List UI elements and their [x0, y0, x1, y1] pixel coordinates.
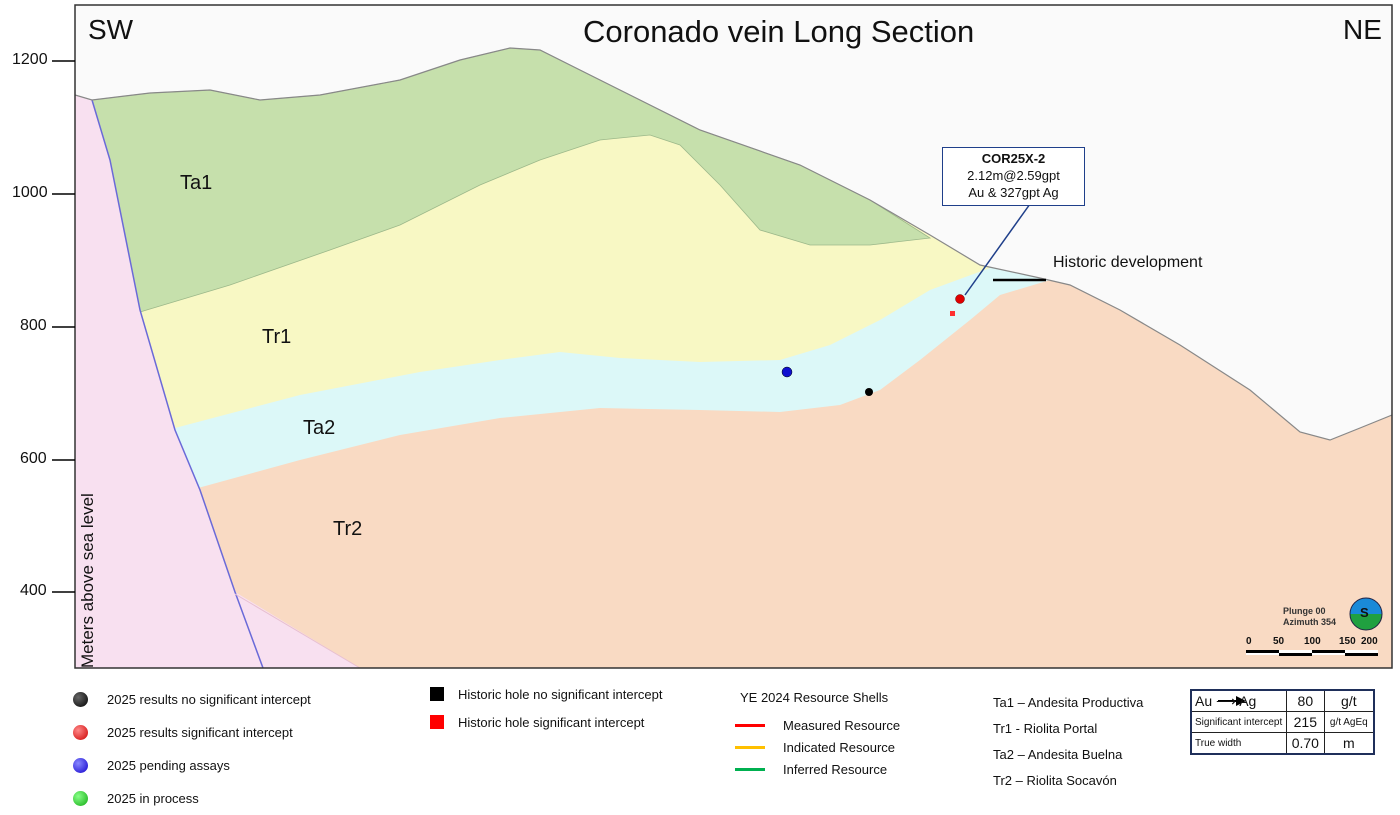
- fault-line: [91, 99, 264, 668]
- y-axis-ticks: [52, 60, 75, 593]
- scale-label: 50: [1273, 636, 1285, 647]
- legend-item: Historic hole no significant intercept: [430, 680, 663, 708]
- cell-label: Au ⟶ Ag: [1195, 692, 1257, 709]
- lithology-item: Ta1 – Andesita Productiva: [993, 695, 1144, 710]
- cell-label: Significant intercept: [1190, 711, 1287, 733]
- lithology-item: Tr1 - Riolita Portal: [993, 721, 1098, 736]
- unit-label-tr2: Tr2: [333, 518, 363, 540]
- red-square-icon: [430, 715, 444, 729]
- historic-development-label: Historic development: [1053, 254, 1203, 271]
- legend-item: 2025 pending assays: [73, 749, 311, 782]
- y-tick: 800: [20, 317, 47, 334]
- legend-label: 2025 pending assays: [107, 758, 230, 773]
- y-axis-label: Meters above sea level: [78, 493, 97, 668]
- scale-label: 100: [1304, 636, 1321, 647]
- cell-value: 0.70: [1286, 732, 1325, 755]
- table-row: True width 0.70 m: [1190, 732, 1375, 755]
- y-tick: 1200: [12, 51, 48, 68]
- legend-item: 2025 results significant intercept: [73, 716, 311, 749]
- callout-line1: 2.12m@2.59gpt: [967, 168, 1060, 183]
- y-tick: 400: [20, 582, 47, 599]
- resource-title: YE 2024 Resource Shells: [740, 690, 889, 705]
- au-ag-label: Au ⟶ Ag: [1190, 689, 1287, 712]
- cell-unit: m: [1323, 732, 1375, 755]
- legend-item: 2025 in process: [73, 782, 311, 815]
- red-sphere-icon: [73, 725, 88, 740]
- hole-no-intercept-marker[interactable]: [865, 388, 873, 396]
- legend-label: 2025 in process: [107, 791, 199, 806]
- page-title: Coronado vein Long Section: [583, 14, 975, 49]
- legend-item: Historic hole significant intercept: [430, 708, 663, 736]
- direction-ne: NE: [1343, 14, 1382, 45]
- legend-holes: 2025 results no significant intercept 20…: [73, 683, 311, 815]
- legend-label: 2025 results no significant intercept: [107, 692, 311, 707]
- black-sphere-icon: [73, 692, 88, 707]
- legend-label: Indicated Resource: [783, 739, 896, 755]
- hole-pending-marker[interactable]: [781, 366, 793, 378]
- callout-leader: [964, 203, 1031, 296]
- lithology-item: Tr2 – Riolita Socavón: [993, 773, 1117, 788]
- compass-icon: [1349, 597, 1383, 631]
- scale-label: 0: [1246, 636, 1252, 647]
- legend-resource: Measured Resource Indicated Resource Inf…: [735, 714, 900, 780]
- table-row: Significant intercept 215 g/t AgEq: [1190, 711, 1375, 733]
- topography-line: [75, 47, 1392, 441]
- legend-label: Historic hole no significant intercept: [458, 686, 663, 702]
- legend-item: Measured Resource: [735, 714, 900, 736]
- green-line-icon: [735, 767, 765, 771]
- green-sphere-icon: [73, 791, 88, 806]
- legend-historic: Historic hole no significant intercept H…: [430, 680, 663, 736]
- scale-label: 200: [1361, 636, 1378, 647]
- legend-item: Indicated Resource: [735, 736, 900, 758]
- orientation-text: Plunge 00 Azimuth 354: [1283, 606, 1336, 628]
- cell-label: True width: [1190, 732, 1287, 755]
- unit-label-ta1: Ta1: [180, 172, 213, 194]
- legend-lithology: Ta1 – Andesita Productiva Tr1 - Riolita …: [993, 690, 1143, 794]
- plunge-label: Plunge 00: [1283, 606, 1326, 616]
- orange-line-icon: [735, 745, 765, 749]
- callout-line2: Au & 327gpt Ag: [968, 185, 1059, 200]
- legend-label: Historic hole significant intercept: [458, 714, 645, 730]
- legend-label: Inferred Resource: [783, 761, 888, 777]
- cell-value: 215: [1286, 711, 1325, 733]
- legend-label: 2025 results significant intercept: [107, 725, 293, 740]
- callout-box: COR25X-2 2.12m@2.59gpt Au & 327gpt Ag: [942, 147, 1085, 206]
- unit-label-tr1: Tr1: [262, 326, 292, 348]
- legend-item: Inferred Resource: [735, 758, 900, 780]
- unit-label-ta2: Ta2: [303, 417, 336, 439]
- red-line-icon: [735, 723, 765, 727]
- hole-significant-marker[interactable]: [955, 294, 965, 304]
- legend-label: Measured Resource: [783, 717, 901, 733]
- y-tick: 1000: [12, 184, 48, 201]
- callout-hole-id: COR25X-2: [981, 151, 1046, 166]
- lithology-item: Ta2 – Andesita Buelna: [993, 747, 1123, 762]
- unit-pink-area: [75, 95, 360, 668]
- cell-unit: g/t: [1323, 689, 1375, 712]
- historic-significant-marker[interactable]: [950, 311, 955, 316]
- table-row: Au ⟶ Ag 80 g/t: [1190, 689, 1375, 712]
- legend-item: 2025 results no significant intercept: [73, 683, 311, 716]
- black-square-icon: [430, 687, 444, 701]
- azimuth-label: Azimuth 354: [1283, 617, 1337, 627]
- cell-unit: g/t AgEq: [1323, 711, 1375, 733]
- y-tick: 600: [20, 450, 47, 467]
- info-table: Au ⟶ Ag 80 g/t Significant intercept 215 g/t…: [1190, 689, 1375, 755]
- direction-sw: SW: [88, 14, 134, 45]
- compass-letter: S: [1360, 605, 1369, 620]
- cell-value: 80: [1286, 689, 1325, 712]
- scale-bar: [1246, 650, 1378, 656]
- blue-sphere-icon: [73, 758, 88, 773]
- scale-label: 150: [1339, 636, 1356, 647]
